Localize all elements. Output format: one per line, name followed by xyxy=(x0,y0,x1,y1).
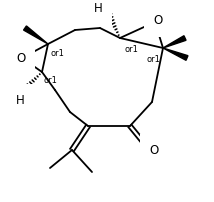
Polygon shape xyxy=(24,26,48,44)
Text: H: H xyxy=(94,2,102,16)
Text: O: O xyxy=(149,143,159,157)
Text: O: O xyxy=(16,53,26,65)
Text: O: O xyxy=(153,15,163,27)
Text: or1: or1 xyxy=(44,76,58,85)
Text: or1: or1 xyxy=(125,45,139,54)
Text: or1: or1 xyxy=(51,49,65,58)
Text: H: H xyxy=(16,94,24,106)
Polygon shape xyxy=(163,36,186,48)
Polygon shape xyxy=(163,48,188,60)
Text: or1: or1 xyxy=(147,55,161,64)
